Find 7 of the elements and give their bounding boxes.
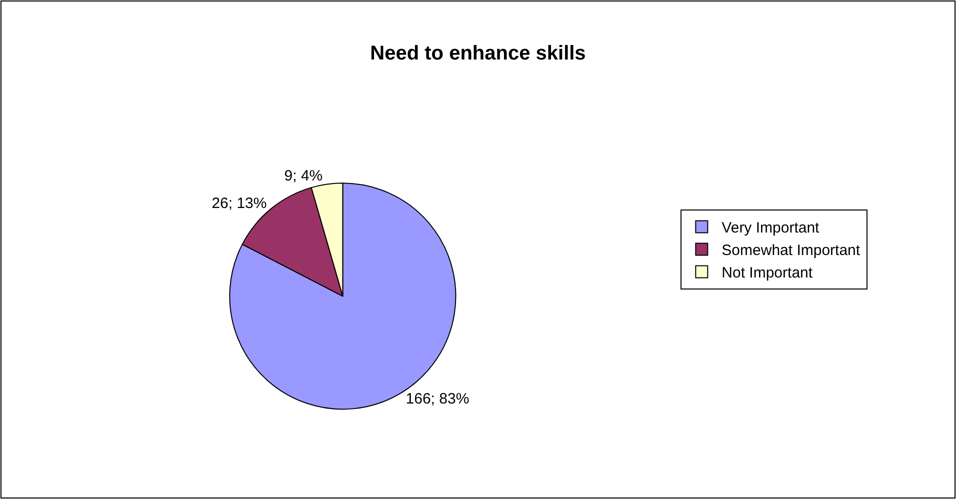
legend-label: Very Important <box>722 220 820 237</box>
legend-label: Somewhat Important <box>722 242 861 260</box>
data-label: 26; 13% <box>212 195 267 212</box>
legend-label: Not Important <box>722 264 814 282</box>
data-label: 9; 4% <box>284 167 323 184</box>
data-label: 166; 83% <box>406 390 470 408</box>
chart-title: Need to enhance skills <box>370 42 586 64</box>
